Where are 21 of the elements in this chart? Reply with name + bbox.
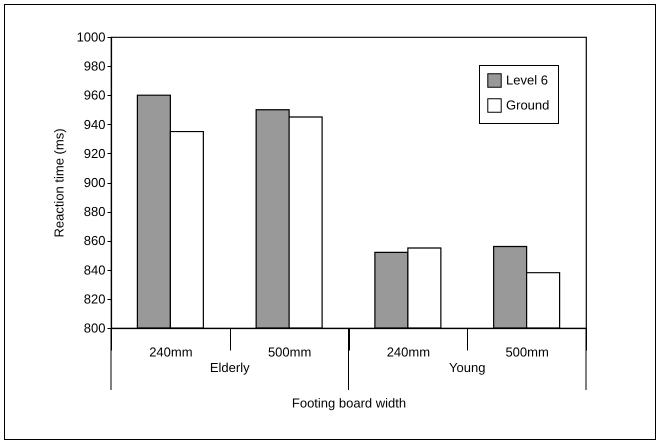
- y-tick-label: 820: [84, 291, 106, 306]
- y-axis-title: Reaction time (ms): [52, 128, 67, 238]
- text: Elderly: [210, 360, 250, 375]
- y-tick-label: 960: [84, 88, 106, 103]
- y-tick-label: 840: [84, 262, 106, 278]
- text: Young: [449, 360, 486, 375]
- y-tick-label: 880: [84, 204, 106, 220]
- y-tick-label: 800: [84, 320, 106, 336]
- legend-label: Level 6: [506, 72, 548, 88]
- x-axis-title: Footing board width: [292, 396, 406, 410]
- x-tick-label: 500mm: [505, 344, 549, 360]
- y-tick-label: 860: [84, 233, 106, 248]
- y-tick-label: 920: [84, 146, 106, 161]
- y-tick-label: 940: [84, 116, 106, 132]
- y-tick-label: 1000: [76, 30, 106, 44]
- y-tick-label: 980: [84, 58, 106, 74]
- legend-label: Ground: [506, 98, 550, 112]
- y-tick-label: 900: [84, 175, 106, 190]
- x-tick-label: 240mm: [149, 344, 193, 360]
- x-tick-label: 500mm: [268, 344, 312, 360]
- x-tick-label: 240mm: [386, 344, 430, 360]
